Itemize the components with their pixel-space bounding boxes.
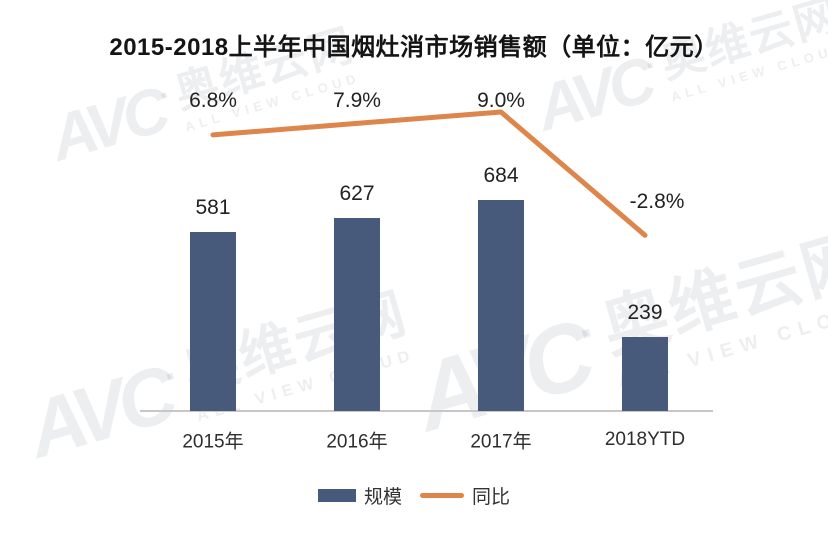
line-series-swatch <box>420 493 464 498</box>
bar-value-label: 627 <box>339 182 375 205</box>
x-axis-label: 2017年 <box>470 431 532 453</box>
legend-item-bar-series: 规模 <box>317 482 402 509</box>
bar-value-label: 684 <box>483 164 519 187</box>
x-axis-label: 2018YTD <box>604 429 686 450</box>
bar-series-swatch <box>317 489 356 502</box>
bar <box>190 232 236 411</box>
x-axis-label: 2016年 <box>326 431 388 453</box>
chart-title: 2015-2018上半年中国烟灶消市场销售额（单位：亿元） <box>109 34 719 61</box>
growth-rate-label: 6.8% <box>189 89 237 112</box>
growth-rate-label: 7.9% <box>333 89 381 112</box>
x-axis-label: 2015年 <box>182 431 244 453</box>
legend-item-line-series: 同比 <box>420 482 510 509</box>
x-axis-line <box>140 410 713 412</box>
bar-value-label: 581 <box>195 196 231 219</box>
bar <box>334 218 380 411</box>
bar <box>478 200 524 411</box>
growth-rate-label: 9.0% <box>477 89 525 112</box>
bar-value-label: 239 <box>627 301 663 324</box>
legend-label: 同比 <box>472 487 511 508</box>
legend-label: 规模 <box>363 487 402 508</box>
bar <box>622 337 668 411</box>
growth-rate-label: -2.8% <box>629 190 685 213</box>
legend: 规模 同比 <box>0 482 828 509</box>
